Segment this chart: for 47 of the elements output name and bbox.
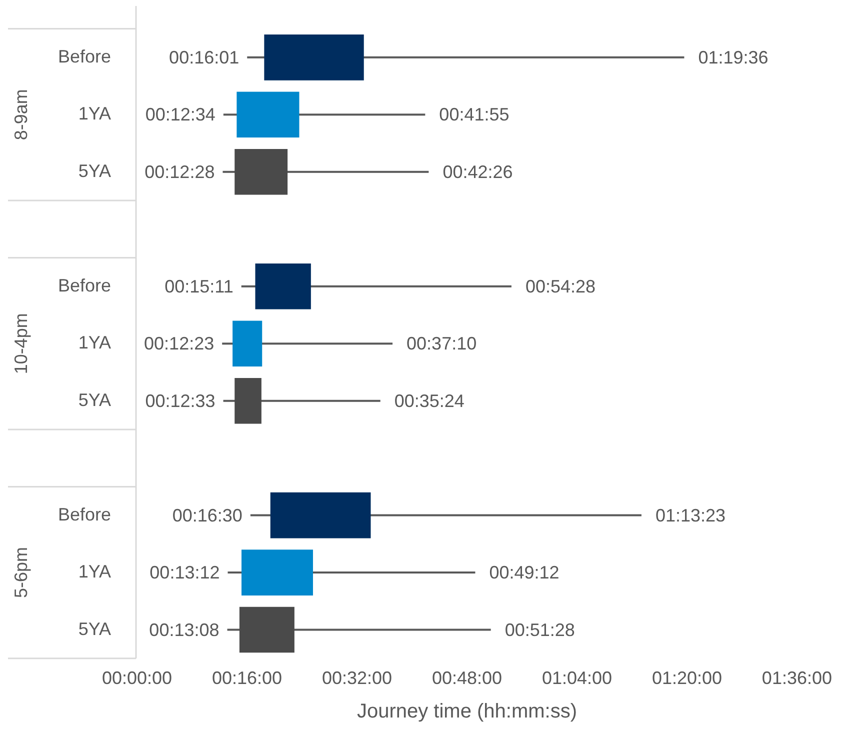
text: 5-6pm	[10, 547, 31, 598]
bar	[236, 92, 300, 138]
x-tick-label: 00:00:00	[102, 668, 172, 688]
text: 10-4pm	[10, 313, 31, 374]
x-tick-label: 00:48:00	[432, 668, 502, 688]
text: 00:12:33	[145, 390, 216, 411]
text: 00:15:11	[164, 276, 234, 296]
text: 00:37:10	[406, 334, 477, 354]
x-tick-label: 01:36:00	[762, 668, 832, 688]
text: 00:35:24	[394, 390, 464, 411]
x-tick-label: 01:20:00	[652, 668, 722, 688]
y-tick-label: 1YA	[78, 332, 111, 353]
y-tick-label: 5YA	[78, 390, 111, 410]
text: 00:16:30	[172, 505, 242, 526]
text: 00:12:23	[144, 334, 214, 354]
text: 00:12:34	[145, 104, 216, 125]
x-tick-label: 01:04:00	[542, 668, 612, 688]
bar	[234, 378, 262, 424]
y-tick-label: 5YA	[78, 618, 111, 639]
text: 00:16:01	[169, 47, 240, 68]
text: 01:13:23	[655, 505, 726, 526]
bar	[241, 550, 313, 596]
text: 01:19:36	[698, 47, 768, 68]
y-tick-label: Before	[58, 46, 111, 66]
text: 00:12:28	[144, 162, 215, 182]
y-tick-label: Before	[58, 275, 111, 296]
bar	[255, 263, 311, 310]
text: 00:41:55	[439, 104, 510, 125]
text: 00:13:08	[149, 620, 220, 640]
y-tick-label: Before	[58, 504, 111, 524]
y-tick-label: 5YA	[78, 160, 111, 181]
text: 00:51:28	[504, 620, 575, 640]
text: 00:13:12	[150, 562, 220, 583]
text: 00:49:12	[489, 562, 560, 583]
bar	[270, 492, 371, 538]
bar	[232, 320, 262, 366]
text: 8-9am	[10, 89, 31, 140]
text: 00:54:28	[525, 276, 596, 296]
bar	[264, 34, 364, 80]
y-tick-label: 1YA	[78, 562, 111, 582]
text: 00:42:26	[442, 162, 513, 182]
bar	[239, 606, 294, 653]
x-axis-title: Journey time (hh:mm:ss)	[356, 700, 578, 723]
x-tick-label: 00:16:00	[212, 668, 282, 688]
bar	[234, 148, 288, 195]
y-tick-label: 1YA	[78, 104, 111, 124]
x-tick-label: 00:32:00	[322, 668, 392, 688]
